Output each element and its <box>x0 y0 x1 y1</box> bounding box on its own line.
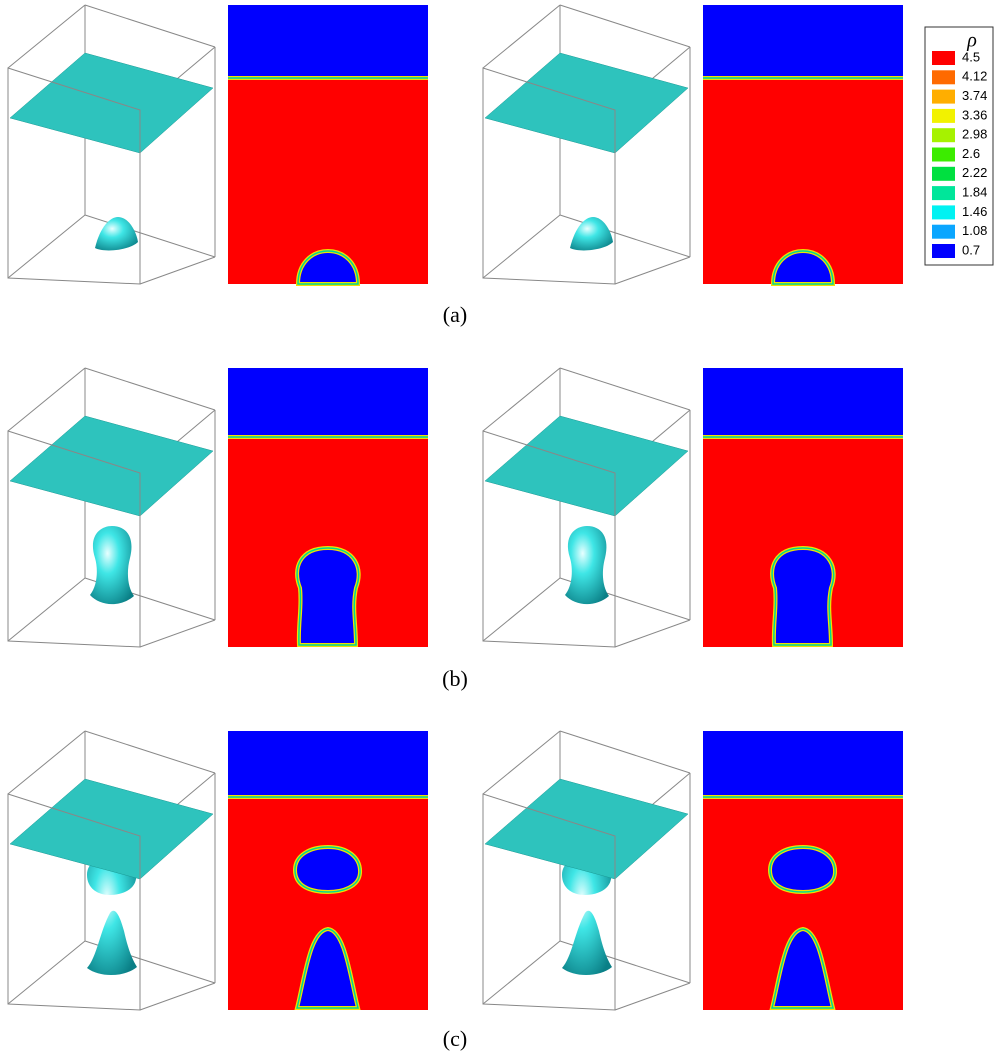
interface-plane <box>10 779 213 879</box>
legend-swatch <box>932 244 955 258</box>
box-edge <box>483 215 560 278</box>
legend-label: 2.6 <box>962 146 980 161</box>
blob-3d <box>95 217 138 250</box>
legend-swatch <box>932 148 955 162</box>
light-fluid <box>228 731 428 797</box>
box-edge <box>8 941 85 1004</box>
panel <box>8 5 428 284</box>
legend-swatch <box>932 167 955 181</box>
box-edge <box>483 5 560 68</box>
box-edge <box>483 731 560 794</box>
figure: ρ (a) (b) (c) 4.5 4.12 3.74 3.36 2.98 2.6 2.22 1.8… <box>0 0 995 1062</box>
box-edge <box>8 368 85 431</box>
panel <box>8 368 428 647</box>
bubble <box>772 548 834 645</box>
interface-plane <box>485 416 688 516</box>
panel <box>8 731 428 1010</box>
box-edge <box>483 368 560 431</box>
box-edge <box>140 257 215 284</box>
box-edge <box>615 983 690 1010</box>
box-edge <box>8 5 85 68</box>
box-edge <box>8 731 85 794</box>
light-fluid <box>703 5 903 78</box>
legend-swatch <box>932 109 955 123</box>
legend-label: 2.98 <box>962 127 987 142</box>
box-edge <box>85 5 215 47</box>
box-edge <box>615 620 690 647</box>
panel-label: (a) <box>443 302 467 327</box>
blob-3d <box>565 526 609 604</box>
interface-plane <box>10 416 213 516</box>
legend-label: 1.08 <box>962 223 987 238</box>
interface-plane <box>485 53 688 153</box>
box-edge <box>8 215 85 278</box>
box-edge <box>615 257 690 284</box>
legend-label: 3.74 <box>962 88 987 103</box>
box-edge <box>140 983 215 1010</box>
legend-label: 2.22 <box>962 165 987 180</box>
box-edge <box>483 941 560 1004</box>
light-fluid <box>703 368 903 437</box>
light-fluid <box>703 731 903 797</box>
legend-label: 1.84 <box>962 185 987 200</box>
legend-swatch <box>932 186 955 200</box>
light-fluid <box>228 5 428 78</box>
legend-label: 0.7 <box>962 242 980 257</box>
box-edge <box>85 368 215 410</box>
box-edge <box>483 578 560 641</box>
box-edge <box>560 368 690 410</box>
legend-swatch <box>932 70 955 84</box>
legend-label: 4.5 <box>962 49 980 64</box>
legend-swatch <box>932 205 955 219</box>
panel-label: (b) <box>442 666 468 691</box>
panel-label: (c) <box>443 1026 467 1051</box>
box-edge <box>8 578 85 641</box>
blob-3d <box>90 526 134 604</box>
legend-swatch <box>932 51 955 65</box>
legend-swatch <box>932 128 955 142</box>
legend-label: 3.36 <box>962 107 987 122</box>
light-fluid <box>228 368 428 437</box>
box-edge <box>560 5 690 47</box>
legend-swatch <box>932 225 955 239</box>
interface-plane <box>10 53 213 153</box>
legend-swatch <box>932 90 955 104</box>
panel <box>483 5 903 284</box>
panel <box>483 368 903 647</box>
legend-title: ρ <box>966 30 977 52</box>
box-edge <box>560 731 690 773</box>
box-edge <box>85 731 215 773</box>
legend-label: 1.46 <box>962 204 987 219</box>
panel <box>483 731 903 1010</box>
bubble <box>297 548 359 645</box>
box-edge <box>140 620 215 647</box>
interface-plane <box>485 779 688 879</box>
legend-label: 4.12 <box>962 69 987 84</box>
blob-3d <box>570 217 613 250</box>
